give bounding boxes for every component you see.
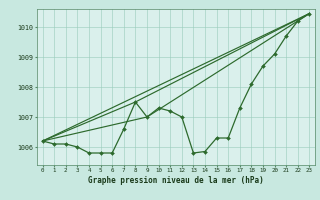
X-axis label: Graphe pression niveau de la mer (hPa): Graphe pression niveau de la mer (hPa) (88, 176, 264, 185)
